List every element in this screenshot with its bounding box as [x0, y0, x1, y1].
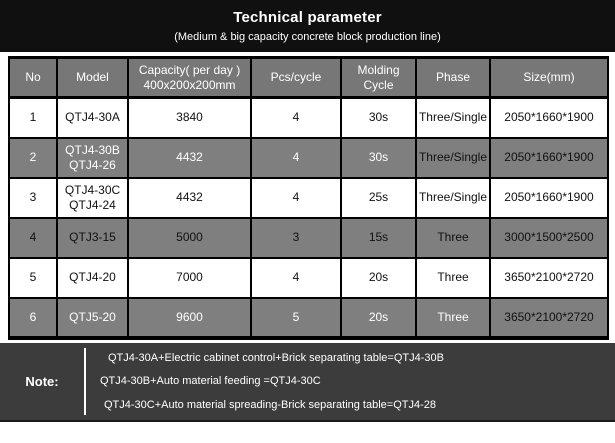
cell-no: 5: [8, 256, 58, 299]
cell-no: 3: [8, 176, 58, 219]
page-title: Technical parameter: [233, 9, 382, 26]
cell-size: 2050*1660*1900: [489, 96, 609, 139]
note-panel: Note: QTJ4-30A+Electric cabinet control+…: [0, 342, 615, 422]
cell-cycle: 20s: [340, 256, 417, 299]
cell-size: 3650*2100*2720: [489, 256, 609, 299]
col-header-molding-cycle: Molding Cycle: [340, 56, 417, 99]
cell-size: 2050*1660*1900: [489, 136, 609, 179]
cell-capacity: 3840: [127, 96, 252, 139]
cell-size: 2050*1660*1900: [489, 176, 609, 219]
page-subtitle: (Medium & big capacity concrete block pr…: [174, 31, 441, 43]
table-row: 4 QTJ3-15 5000 3 15s Three 3000*1500*250…: [8, 216, 609, 259]
cell-cycle: 15s: [340, 216, 417, 259]
table-row: 2 QTJ4-30B QTJ4-26 4432 4 30s Three/Sing…: [8, 136, 609, 179]
cell-model: QTJ3-15: [56, 216, 129, 259]
cell-capacity: 7000: [127, 256, 252, 299]
cell-pcs: 5: [250, 296, 342, 340]
header-row: No Model Capacity( per day ) 400x200x200…: [8, 56, 609, 99]
cell-pcs: 4: [250, 256, 342, 299]
cell-capacity: 5000: [127, 216, 252, 259]
col-header-model: Model: [56, 56, 129, 99]
cell-size: 3000*1500*2500: [489, 216, 609, 259]
col-header-no: No: [8, 56, 58, 99]
cell-no: 1: [8, 96, 58, 139]
cell-no: 6: [8, 296, 58, 340]
cell-cycle: 20s: [340, 296, 417, 340]
note-line: QTJ4-30A+Electric cabinet control+Brick …: [108, 351, 444, 364]
cell-cycle: 25s: [340, 176, 417, 219]
note-line: QTJ4-30C+Auto material spreading-Brick s…: [104, 398, 436, 411]
cell-phase: Three: [415, 296, 491, 340]
col-header-pcs-cycle: Pcs/cycle: [250, 56, 342, 99]
col-header-capacity: Capacity( per day ) 400x200x200mm: [127, 56, 252, 99]
cell-model: QTJ4-30A: [56, 96, 129, 139]
cell-pcs: 4: [250, 96, 342, 139]
cell-model: QTJ4-20: [56, 256, 129, 299]
cell-phase: Three/Single: [415, 96, 491, 139]
note-lines: QTJ4-30A+Electric cabinet control+Brick …: [86, 343, 615, 420]
note-divider: [84, 347, 86, 415]
cell-size: 3650*2100*2720: [489, 296, 609, 340]
parameter-table-wrap: No Model Capacity( per day ) 400x200x200…: [8, 56, 609, 340]
col-header-phase: Phase: [415, 56, 491, 99]
cell-pcs: 4: [250, 176, 342, 219]
table-row: 3 QTJ4-30C QTJ4-24 4432 4 25s Three/Sing…: [8, 176, 609, 219]
cell-cycle: 30s: [340, 96, 417, 139]
cell-no: 4: [8, 216, 58, 259]
cell-model: QTJ5-20: [56, 296, 129, 340]
cell-phase: Three: [415, 256, 491, 299]
cell-pcs: 4: [250, 136, 342, 179]
cell-capacity: 4432: [127, 136, 252, 179]
cell-capacity: 9600: [127, 296, 252, 340]
cell-phase: Three: [415, 216, 491, 259]
note-line: QTJ4-30B+Auto material feeding =QTJ4-30C: [100, 375, 321, 387]
note-label: Note:: [25, 373, 59, 389]
table-row: 1 QTJ4-30A 3840 4 30s Three/Single 2050*…: [8, 96, 609, 139]
cell-cycle: 30s: [340, 136, 417, 179]
cell-phase: Three/Single: [415, 136, 491, 179]
col-header-size: Size(mm): [489, 56, 609, 99]
cell-phase: Three/Single: [415, 176, 491, 219]
table-row: 5 QTJ4-20 7000 4 20s Three 3650*2100*272…: [8, 256, 609, 299]
parameter-table: No Model Capacity( per day ) 400x200x200…: [8, 56, 609, 340]
cell-capacity: 4432: [127, 176, 252, 219]
cell-model: QTJ4-30C QTJ4-24: [56, 176, 129, 219]
title-bar: Technical parameter (Medium & big capaci…: [0, 0, 615, 52]
cell-pcs: 3: [250, 216, 342, 259]
cell-model: QTJ4-30B QTJ4-26: [56, 136, 129, 179]
cell-no: 2: [8, 136, 58, 179]
table-row: 6 QTJ5-20 9600 5 20s Three 3650*2100*272…: [8, 296, 609, 340]
